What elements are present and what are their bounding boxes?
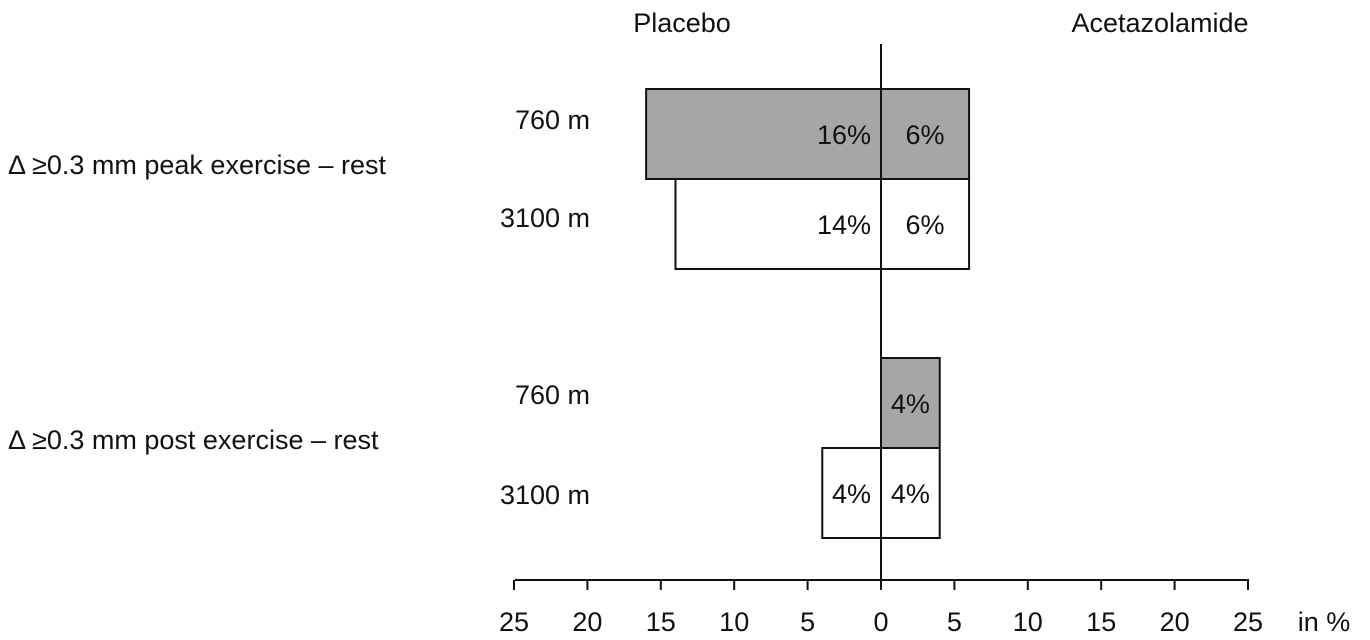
acetazolamide-data-label: 4% <box>891 389 930 419</box>
labels-layer: Δ ≥0.3 mm peak exercise – rest 760 m 16% 6%… <box>8 105 945 510</box>
row-label: 3100 m <box>500 480 590 510</box>
unit-label: in % <box>1298 607 1351 637</box>
placebo-bar <box>645 88 882 180</box>
x-tick-label: 25 <box>1233 607 1263 637</box>
x-tick-label: 5 <box>800 607 815 637</box>
acetazolamide-data-label: 6% <box>906 210 945 240</box>
placebo-bar <box>821 447 883 539</box>
x-axis-ticks: 25 20 15 10 5 0 5 10 15 20 25 <box>499 580 1263 637</box>
row-label: 3100 m <box>500 203 590 233</box>
acetazolamide-bar <box>880 447 941 539</box>
x-tick-label: 10 <box>719 607 749 637</box>
acetazolamide-bar <box>880 178 971 270</box>
x-tick-label: 20 <box>572 607 602 637</box>
placebo-data-label: 4% <box>832 479 871 509</box>
x-tick-label: 15 <box>646 607 676 637</box>
x-tick-label: 5 <box>947 607 962 637</box>
bars-layer <box>645 88 971 539</box>
x-tick-label: 20 <box>1160 607 1190 637</box>
group-label: Δ ≥0.3 mm peak exercise – rest <box>8 150 386 180</box>
group-label: Δ ≥0.3 mm post exercise – rest <box>8 425 379 455</box>
placebo-bar <box>674 178 882 270</box>
row-label: 760 m <box>515 105 590 135</box>
x-tick-label: 15 <box>1086 607 1116 637</box>
row-label: 760 m <box>515 380 590 410</box>
placebo-header: Placebo <box>633 8 731 38</box>
acetazolamide-data-label: 6% <box>906 120 945 150</box>
acetazolamide-bar <box>880 88 971 180</box>
x-tick-label: 25 <box>499 607 529 637</box>
placebo-data-label: 14% <box>817 210 871 240</box>
x-tick-label: 10 <box>1013 607 1043 637</box>
acetazolamide-data-label: 4% <box>891 479 930 509</box>
placebo-data-label: 16% <box>817 120 871 150</box>
x-tick-label: 0 <box>873 607 888 637</box>
acetazolamide-header: Acetazolamide <box>1071 8 1248 38</box>
